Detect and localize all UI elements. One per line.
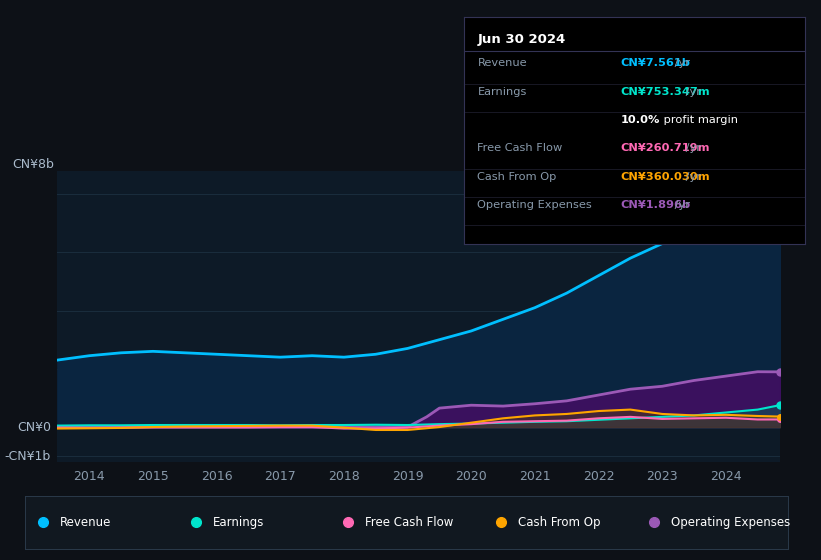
Text: -CN¥1b: -CN¥1b xyxy=(5,450,51,463)
Text: /yr: /yr xyxy=(672,200,690,210)
Text: Revenue: Revenue xyxy=(478,58,527,68)
Text: Operating Expenses: Operating Expenses xyxy=(671,516,790,529)
Text: CN¥1.896b: CN¥1.896b xyxy=(621,200,690,210)
Text: CN¥360.030m: CN¥360.030m xyxy=(621,171,710,181)
Text: Cash From Op: Cash From Op xyxy=(478,171,557,181)
Text: Earnings: Earnings xyxy=(213,516,264,529)
Text: CN¥7.561b: CN¥7.561b xyxy=(621,58,690,68)
Text: Free Cash Flow: Free Cash Flow xyxy=(478,143,562,153)
Text: /yr: /yr xyxy=(682,87,701,96)
Text: /yr: /yr xyxy=(682,171,701,181)
Text: profit margin: profit margin xyxy=(660,115,738,125)
Text: CN¥0: CN¥0 xyxy=(17,421,51,433)
Text: /yr: /yr xyxy=(682,143,701,153)
Text: CN¥8b: CN¥8b xyxy=(12,158,54,171)
Text: CN¥260.719m: CN¥260.719m xyxy=(621,143,710,153)
Text: Jun 30 2024: Jun 30 2024 xyxy=(478,32,566,46)
Text: Revenue: Revenue xyxy=(60,516,111,529)
Text: CN¥753.347m: CN¥753.347m xyxy=(621,87,710,96)
Text: /yr: /yr xyxy=(672,58,690,68)
Text: Operating Expenses: Operating Expenses xyxy=(478,200,592,210)
Text: Earnings: Earnings xyxy=(478,87,527,96)
Text: Cash From Op: Cash From Op xyxy=(518,516,600,529)
Text: Free Cash Flow: Free Cash Flow xyxy=(365,516,453,529)
Text: 10.0%: 10.0% xyxy=(621,115,660,125)
